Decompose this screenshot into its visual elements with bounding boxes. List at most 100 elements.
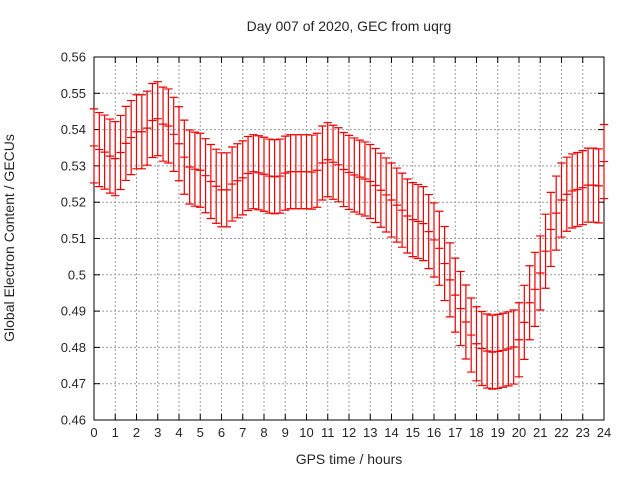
error-bar — [477, 310, 487, 387]
error-bar — [211, 148, 221, 224]
y-tick-label: 0.49 — [61, 304, 86, 319]
error-bar — [196, 132, 205, 208]
error-bar — [275, 138, 285, 214]
error-bar — [148, 82, 157, 159]
error-bar — [238, 140, 247, 216]
error-bar — [509, 309, 518, 385]
x-axis-label: GPS time / hours — [296, 451, 403, 467]
x-tick-label: 5 — [197, 425, 204, 440]
error-bar — [578, 150, 587, 226]
error-bar — [472, 306, 481, 382]
error-bar-series — [89, 81, 609, 390]
error-bar — [126, 99, 136, 176]
error-bar — [541, 213, 550, 289]
error-bar — [190, 131, 200, 207]
x-tick-label: 20 — [512, 425, 526, 440]
error-bar — [525, 265, 534, 341]
x-tick-label: 9 — [282, 425, 289, 440]
error-bar — [562, 156, 572, 232]
error-bar — [206, 143, 216, 220]
error-bar — [339, 131, 348, 208]
x-tick-label: 11 — [321, 425, 335, 440]
error-bar — [270, 139, 279, 215]
error-bar — [116, 114, 125, 191]
error-bar — [466, 297, 476, 373]
x-tick-label: 7 — [239, 425, 246, 440]
x-tick-label: 18 — [469, 425, 483, 440]
error-bar — [286, 134, 295, 210]
x-tick-label: 21 — [533, 425, 547, 440]
error-bar — [451, 257, 460, 333]
x-tick-label: 0 — [90, 425, 97, 440]
error-bar — [573, 151, 582, 228]
error-bar — [482, 313, 492, 389]
error-bar — [291, 134, 301, 210]
error-bar — [583, 147, 593, 223]
error-bar — [100, 114, 109, 190]
x-tick-label: 2 — [133, 425, 140, 440]
error-bar — [413, 183, 423, 260]
error-bar — [243, 135, 253, 212]
error-bar — [328, 124, 338, 200]
y-tick-label: 0.5 — [68, 267, 86, 282]
error-bar — [408, 181, 417, 258]
error-bar — [265, 138, 274, 214]
error-bar — [89, 108, 99, 184]
y-tick-label: 0.48 — [61, 340, 86, 355]
error-bar — [397, 172, 407, 248]
x-tick-label: 16 — [427, 425, 441, 440]
error-bar — [137, 94, 147, 170]
error-bar — [222, 152, 232, 228]
error-bar — [95, 111, 104, 188]
x-tick-label: 10 — [299, 425, 313, 440]
error-bar — [105, 118, 115, 194]
y-tick-label: 0.51 — [61, 231, 86, 246]
error-bar — [132, 94, 141, 170]
x-tick-label: 6 — [218, 425, 225, 440]
error-bar — [254, 135, 263, 211]
error-bar — [520, 284, 529, 360]
error-bar — [233, 143, 242, 219]
error-bar — [174, 106, 184, 182]
y-tick-label: 0.54 — [61, 122, 86, 137]
error-bar — [371, 147, 380, 224]
x-tick-label: 12 — [342, 425, 356, 440]
error-bar — [435, 210, 444, 286]
error-bar — [594, 148, 603, 224]
x-tick-label: 8 — [260, 425, 267, 440]
x-tick-label: 23 — [576, 425, 590, 440]
error-bar — [318, 125, 327, 201]
x-tick-label: 13 — [363, 425, 377, 440]
x-tick-label: 3 — [154, 425, 161, 440]
error-bar — [530, 251, 540, 327]
x-tick-label: 4 — [175, 425, 182, 440]
error-bar — [551, 175, 561, 251]
error-bar — [259, 136, 269, 212]
error-bar — [567, 153, 577, 229]
x-tick-label: 14 — [384, 425, 398, 440]
chart-title: Day 007 of 2020, GEC from uqrg — [247, 18, 452, 34]
error-bar — [153, 81, 162, 157]
x-tick-label: 1 — [112, 425, 119, 440]
error-bar — [493, 313, 502, 390]
x-tick-label: 24 — [597, 425, 611, 440]
error-bar — [498, 312, 508, 388]
error-bar — [302, 134, 311, 210]
error-bar — [158, 86, 168, 162]
error-bar — [344, 134, 354, 211]
y-axis-label: Global Electron Content / GECUs — [1, 134, 17, 342]
error-bar — [589, 147, 598, 223]
error-bar — [488, 314, 497, 390]
error-bar — [296, 134, 306, 210]
x-tick-label: 17 — [448, 425, 462, 440]
error-bar — [392, 167, 402, 243]
error-bar — [312, 132, 322, 208]
error-bar — [445, 242, 455, 318]
error-bar — [461, 284, 471, 360]
error-bar — [201, 138, 210, 214]
x-tick-label: 19 — [491, 425, 505, 440]
error-bar — [350, 137, 359, 213]
error-bar — [111, 121, 120, 197]
error-bar — [227, 146, 237, 222]
